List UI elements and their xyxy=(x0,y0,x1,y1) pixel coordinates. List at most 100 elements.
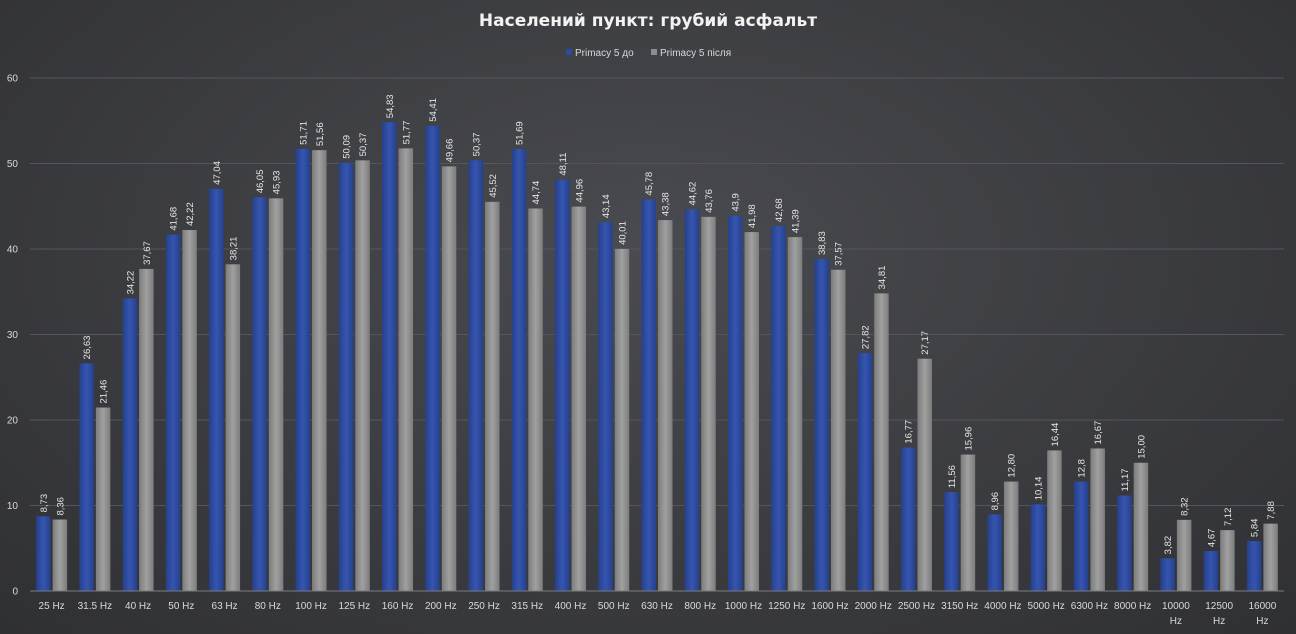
y-tick-label: 20 xyxy=(7,416,19,427)
chart-title: Населений пункт: грубий асфальт xyxy=(479,11,817,31)
bar-after xyxy=(1176,519,1192,591)
data-label-after: 42,22 xyxy=(185,202,196,226)
bar-before xyxy=(79,363,94,591)
data-label-before: 51,71 xyxy=(298,121,309,145)
bar-after xyxy=(658,220,673,591)
bar-after xyxy=(1047,450,1062,591)
data-label-before: 34,22 xyxy=(125,271,136,295)
bar-before xyxy=(1203,551,1219,591)
y-tick-label: 40 xyxy=(7,245,19,256)
data-label-after: 41,39 xyxy=(790,209,801,233)
x-tick-label: 800 Hz xyxy=(684,601,716,612)
x-tick-label: 40 Hz xyxy=(125,601,151,612)
data-label-before: 45,78 xyxy=(644,172,655,196)
bar-after xyxy=(268,198,284,591)
bar-before xyxy=(382,122,397,592)
x-tick-label: 315 Hz xyxy=(511,601,543,612)
data-label-before: 26,63 xyxy=(82,336,93,360)
data-label-after: 41,98 xyxy=(747,204,758,228)
x-tick-label: 6300 Hz xyxy=(1071,601,1108,612)
data-label-after: 51,56 xyxy=(315,122,326,146)
bar-before xyxy=(900,447,916,591)
y-axis-ticks: 0 10 20 30 40 50 60 xyxy=(7,74,19,598)
bar-before xyxy=(252,197,267,591)
x-tick-label: 3150 Hz xyxy=(941,601,978,612)
data-label-before: 54,41 xyxy=(428,98,439,122)
data-label-after: 16,67 xyxy=(1093,421,1104,445)
y-tick-label: 30 xyxy=(7,330,19,341)
bar-after xyxy=(874,293,889,591)
x-tick-label: 16000 Hz xyxy=(1248,601,1276,627)
data-label-before: 54,83 xyxy=(385,94,396,118)
data-label-before: 16,77 xyxy=(904,420,915,444)
legend-swatch-before xyxy=(566,49,572,55)
data-label-before: 3,82 xyxy=(1163,536,1174,555)
data-label-after: 34,81 xyxy=(877,266,888,290)
bar-after xyxy=(1220,530,1235,591)
x-tick-label: 1250 Hz xyxy=(768,601,805,612)
x-tick-label: 100 Hz xyxy=(295,601,327,612)
x-tick-label: 4000 Hz xyxy=(984,601,1021,612)
bar-before xyxy=(1246,541,1262,591)
data-label-before: 43,14 xyxy=(601,194,612,218)
bar-before xyxy=(598,222,613,591)
bar-before xyxy=(425,125,440,592)
data-label-before: 10,14 xyxy=(1033,477,1044,501)
bar-after xyxy=(787,237,803,592)
data-label-before: 12,8 xyxy=(1077,459,1088,478)
bar-after xyxy=(960,454,976,591)
bar-before xyxy=(122,298,138,591)
bar-before xyxy=(555,179,570,592)
data-label-after: 7,88 xyxy=(1266,501,1277,520)
bar-after xyxy=(95,407,111,591)
x-tick-label: 10000 Hz xyxy=(1162,601,1190,627)
bar-after xyxy=(1133,462,1149,591)
data-label-before: 50,09 xyxy=(342,135,353,159)
x-tick-label: 5000 Hz xyxy=(1028,601,1065,612)
data-label-before: 27,82 xyxy=(860,325,871,349)
bar-before xyxy=(36,516,51,591)
legend-swatch-after xyxy=(651,49,657,55)
y-tick-label: 0 xyxy=(12,587,18,598)
y-tick-label: 10 xyxy=(7,501,19,512)
bar-after xyxy=(1263,523,1278,591)
legend-label-before: Primacy 5 до xyxy=(575,48,634,59)
data-label-after: 51,77 xyxy=(401,121,412,145)
data-label-before: 42,68 xyxy=(774,198,785,222)
bar-after xyxy=(1003,481,1019,591)
bar-after xyxy=(571,206,587,592)
bar-after xyxy=(441,166,457,592)
bar-before xyxy=(684,209,700,591)
y-tick-label: 50 xyxy=(7,159,19,170)
data-label-after: 8,32 xyxy=(1180,497,1191,516)
data-label-before: 44,62 xyxy=(687,182,698,206)
data-label-after: 37,67 xyxy=(142,241,153,265)
data-label-after: 49,66 xyxy=(445,139,456,163)
x-tick-label: 125 Hz xyxy=(338,601,370,612)
data-label-after: 21,46 xyxy=(99,380,110,404)
bar-before xyxy=(338,162,354,591)
data-label-after: 15,00 xyxy=(1136,435,1147,459)
data-label-after: 15,96 xyxy=(963,427,974,451)
bar-before xyxy=(641,199,656,591)
x-tick-label: 31.5 Hz xyxy=(78,601,112,612)
bar-after xyxy=(614,248,630,592)
legend: Primacy 5 до Primacy 5 після xyxy=(566,48,731,59)
bar-before xyxy=(814,259,829,591)
bar-after xyxy=(1090,448,1105,591)
data-label-before: 8,73 xyxy=(39,494,50,513)
bar-after xyxy=(139,268,154,591)
data-label-before: 46,05 xyxy=(255,169,266,193)
bar-after xyxy=(830,269,846,591)
data-label-before: 47,04 xyxy=(212,161,223,185)
x-tick-label: 500 Hz xyxy=(598,601,630,612)
x-axis-ticks: 25 Hz 31.5 Hz 40 Hz 50 Hz 63 Hz 80 Hz 100 Hz 12… xyxy=(39,601,1277,627)
bars xyxy=(36,122,1278,592)
bar-before xyxy=(1117,495,1132,591)
data-label-before: 51,69 xyxy=(515,121,526,145)
bar-after xyxy=(398,148,414,591)
legend-label-after: Primacy 5 після xyxy=(660,48,731,59)
x-tick-label: 1600 Hz xyxy=(811,601,848,612)
x-tick-label: 25 Hz xyxy=(39,601,65,612)
